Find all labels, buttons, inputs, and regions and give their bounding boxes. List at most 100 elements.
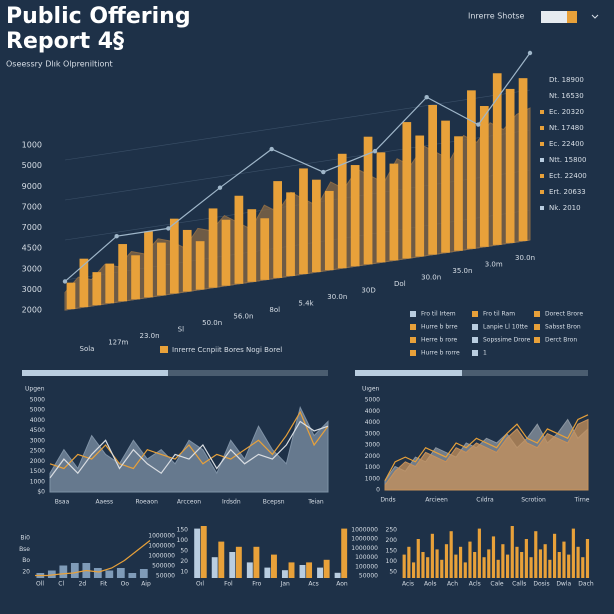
toggle[interactable] [541,11,599,23]
point [321,169,326,175]
y2-label: 1000000 [148,553,175,560]
bar [131,255,140,300]
bar [281,570,288,578]
x-label: Cale [490,581,504,588]
point [114,234,119,239]
bar [92,272,102,306]
bar [299,168,308,275]
y-label: 50 [389,569,397,576]
x-label: 3.0m [485,261,503,269]
y-label: 20 [180,558,188,565]
y2-label: 50000 [156,573,175,580]
x-label: 56.0n [233,313,253,321]
x-label: Bsaa [55,499,70,506]
x-label: Cıldra [476,497,494,504]
bar [273,181,282,278]
y-label: 1000 [30,478,45,485]
bar [454,554,458,578]
bar [571,528,575,578]
legend-swatch [540,142,544,146]
y-label: Bi0 [20,535,30,542]
bar [524,539,528,578]
bar [496,559,500,578]
legend-swatch [540,158,544,162]
legend-swatch [540,126,544,130]
bar [449,531,453,578]
panel-title: Uıgen [362,386,380,393]
y-label: 5000 [30,407,45,414]
legend-swatch [540,174,544,178]
bar [286,192,295,276]
x-label: Roeaon [135,499,158,506]
y2-label: 500000 [152,563,175,570]
x-label: Teian [307,499,324,506]
bar [218,541,225,578]
x-label: Acis [402,581,414,588]
legend-swatch [540,190,544,194]
y-label: 10 [180,569,188,576]
bar [435,549,439,578]
point [476,122,481,127]
bar [510,526,514,578]
legend-swatch [540,110,544,114]
bar [116,568,125,578]
y-label: 4000 [365,408,380,415]
x-label: Sola [80,345,95,353]
bar [426,557,430,578]
area [384,418,589,491]
line [49,420,329,479]
y-label: 7000 [22,223,42,232]
y-label: 100 [386,558,398,565]
bar [247,209,257,282]
bar [79,258,89,308]
subtitle: Oseessry Dlık Olpreniltiont [6,60,113,69]
right-label: Ec. 22400 [549,140,584,148]
bar [59,565,68,578]
x-label: Fol [224,581,233,588]
progress-track [355,370,588,376]
line [35,540,151,577]
legend-item: 1 [483,350,487,357]
bar [93,568,102,578]
x-label: 5.4k [298,300,314,308]
point [527,50,533,56]
y2-label: 100000 [355,563,378,570]
bar [505,554,510,578]
bar [246,562,253,578]
x-label: Cl [58,581,64,588]
y-label: 150 [177,527,189,534]
x-label: Ach [447,581,458,588]
bar [299,565,306,578]
bar [585,539,590,578]
y2-label: 100000 [355,554,378,561]
x-label: 2d [79,581,87,588]
bar [306,562,313,578]
bar [468,541,472,578]
bar [337,153,347,269]
bar [200,526,207,578]
bar [105,570,114,578]
y2-label: 1000000 [351,545,378,552]
bar [576,546,580,578]
bar [105,263,115,304]
point [424,94,429,100]
legend-swatch [534,337,540,343]
right-label: Nt. 17480 [549,124,584,132]
x-label: 35.0n [452,267,472,275]
bar [312,179,321,273]
legend-swatch [410,311,416,317]
x-label: Acls [469,581,481,588]
bar [479,106,489,247]
x-label: Aols [424,581,436,588]
bar [169,218,179,294]
bar [562,541,566,578]
y2-label: 1000000 [351,527,378,534]
legend-item: Hurre b rorre [421,350,460,357]
right-label: Ec. 20320 [549,108,584,116]
legend-swatch [410,337,416,343]
x-label: Scrotion [521,497,546,504]
bar [334,572,341,578]
bar [430,533,434,578]
bar [376,152,386,263]
